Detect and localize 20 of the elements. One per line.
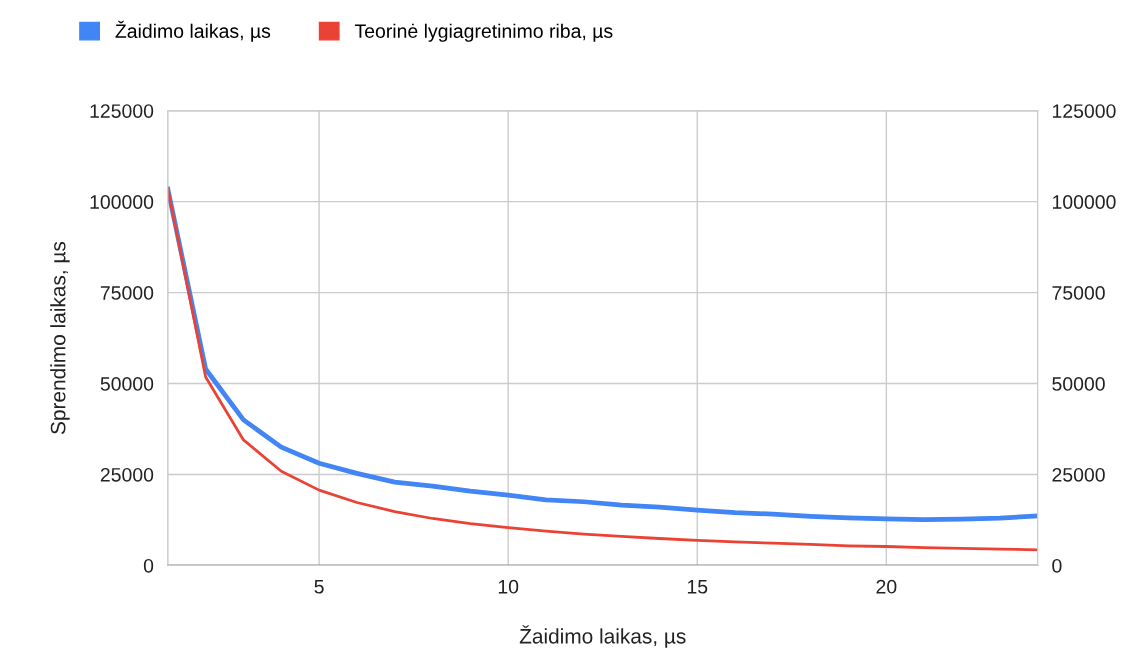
y-tick-label: 100000 [90,195,154,209]
y-axis-title: Sprendimo laikas, µs [50,241,70,435]
y2-tick-label: 125000 [1052,104,1116,118]
y-tick-label: 0 [143,558,154,573]
y2-tick-label: 100000 [1052,195,1116,209]
y2-tick-label: 25000 [1052,467,1105,482]
y2-tick-label: 75000 [1052,286,1105,300]
x-tick-label: 10 [498,579,519,594]
legend-label: Žaidimo laikas, µs [115,20,271,42]
x-tick-label: 5 [314,580,324,594]
x-tick-label: 15 [687,580,708,594]
y-tick-label: 75000 [100,286,154,300]
x-tick-label: 20 [876,579,897,594]
y-tick-label: 25000 [100,467,154,482]
y-tick-label: 50000 [100,377,154,391]
y2-tick-label: 50000 [1052,377,1105,391]
y-tick-label: 125000 [90,104,154,118]
legend-label: Teorinė lygiagretinimo riba, µs [354,23,613,42]
x-axis-title: Žaidimo laikas, µs [519,625,686,648]
y2-tick-label: 0 [1052,558,1062,573]
